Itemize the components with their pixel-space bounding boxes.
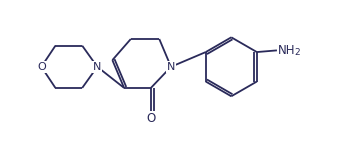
Text: N: N [93, 62, 102, 72]
Text: 2: 2 [294, 48, 300, 57]
Text: NH: NH [278, 44, 295, 57]
Text: N: N [167, 62, 175, 72]
Text: O: O [37, 62, 46, 72]
Text: O: O [146, 112, 156, 125]
